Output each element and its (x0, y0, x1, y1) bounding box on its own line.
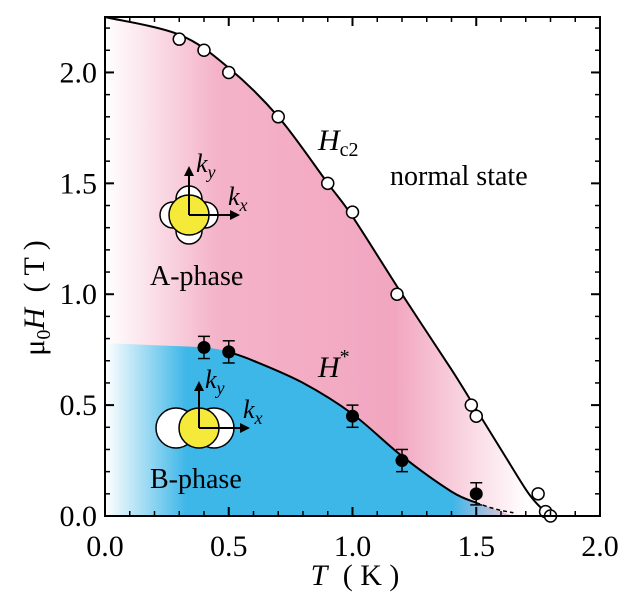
hc2-data-point (197, 43, 211, 58)
b-phase-region (105, 343, 514, 516)
a-phase-label: A-phase (150, 261, 243, 292)
hc2-data-point (531, 487, 545, 501)
a-ky-label: ky (196, 149, 216, 182)
hstar-data-point (346, 409, 359, 423)
hc2-data-point (271, 110, 285, 124)
hc2-data-point (469, 409, 483, 423)
x-tick-label: 2.0 (581, 530, 619, 563)
y-tick-label: 2.0 (60, 56, 98, 89)
hstar-data-point (222, 345, 236, 359)
hstar-label: H* (317, 346, 350, 384)
x-axis-symbol: T (311, 559, 330, 592)
a-ky-arrowhead (184, 166, 194, 176)
hc2-data-point (222, 65, 236, 80)
x-tick-label: 1.0 (334, 530, 372, 563)
a-phase-gap-icon: ky kx (159, 149, 248, 245)
normal-state-label: normal state (390, 161, 528, 192)
hstar-data-point (395, 454, 409, 468)
b-phase-gap-icon: ky kx (155, 365, 263, 449)
hstar-data-point (197, 340, 211, 354)
x-tick-label: 0.5 (210, 530, 248, 563)
b-ky-arrowhead (194, 381, 204, 391)
y-tick-label: 1.5 (60, 167, 98, 200)
y-axis-label: μ0H ( T ) (18, 240, 55, 356)
phase-regions (105, 17, 551, 516)
y-tick-labels: 0.0 0.5 1.0 1.5 2.0 (60, 56, 98, 533)
hc2-data-point (464, 398, 479, 412)
y-axis-symbol: H (18, 306, 51, 331)
hc2-data-point (345, 205, 360, 219)
axis-ticks (104, 17, 601, 517)
y-tick-label: 0.0 (60, 500, 98, 533)
a-kx-arrowhead (230, 210, 240, 220)
b-kx-arrowhead (240, 423, 250, 433)
y-tick-label: 1.0 (60, 278, 98, 311)
hc2-data-point (172, 32, 186, 46)
hc2-data-point (390, 287, 404, 301)
y-axis-unit: ( T ) (18, 240, 51, 292)
y-axis-sub: 0 (33, 330, 55, 340)
hc2-label: Hc2 (317, 124, 359, 161)
x-tick-labels: 0.0 0.5 1.0 1.5 2.0 (86, 530, 619, 563)
x-axis-unit: ( K ) (343, 559, 400, 592)
b-phase-label: B-phase (150, 464, 242, 495)
x-tick-label: 1.5 (458, 530, 496, 563)
data-points (172, 32, 558, 523)
a-kx-label: kx (228, 182, 248, 215)
x-axis-label: T ( K ) (311, 559, 400, 592)
hstar-data-point (469, 487, 483, 501)
y-axis-prefix: μ (18, 340, 51, 356)
b-ky-label: ky (205, 365, 225, 398)
y-tick-label: 0.5 (60, 389, 98, 422)
x-tick-label: 0.0 (86, 530, 124, 563)
b-kx-label: kx (243, 395, 263, 428)
hc2-data-point (321, 176, 335, 191)
